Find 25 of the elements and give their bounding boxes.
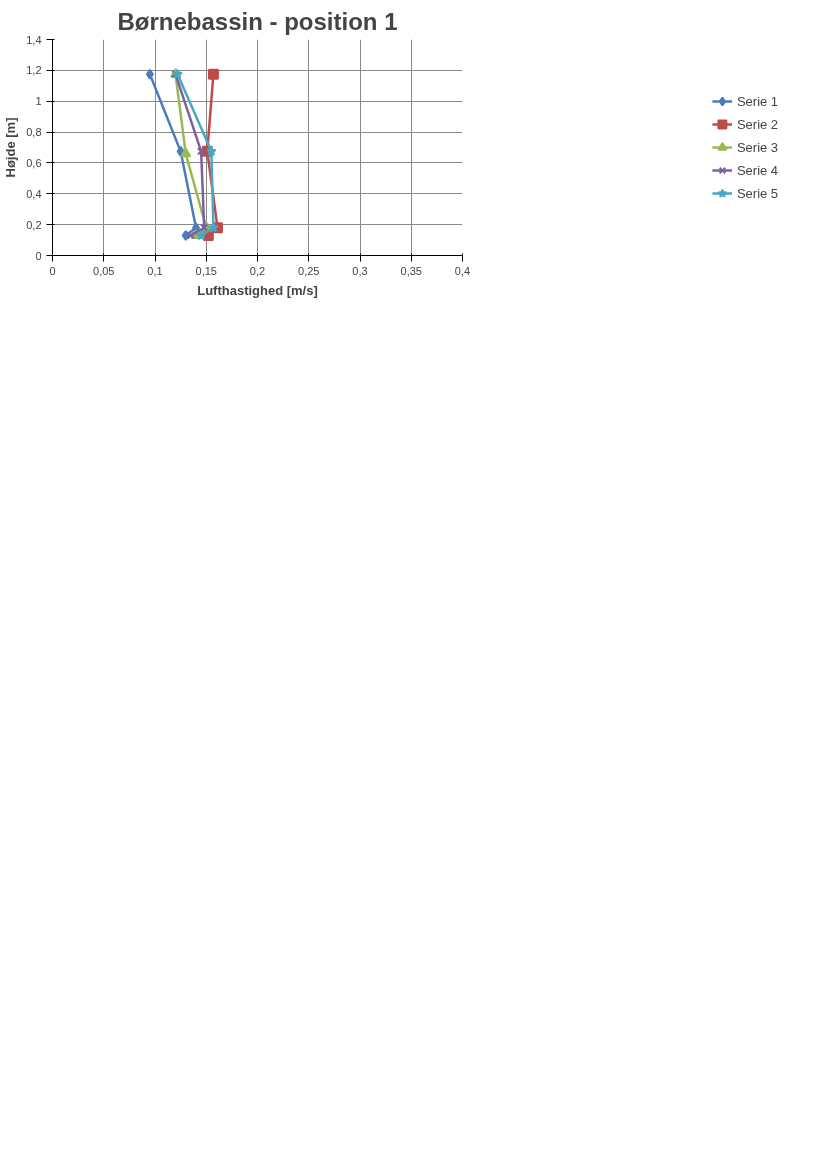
legend-label: Serie 4 [736, 162, 779, 178]
x-axis-title: Lufthastighed [m/s] [197, 282, 318, 298]
y-tick-label: 1 [35, 95, 42, 108]
x-tick-label: 0,3 [352, 264, 368, 277]
legend-label: Serie 1 [736, 93, 779, 109]
chart-title: Børnebassin - position 1 [117, 7, 398, 35]
legend-label: Serie 3 [736, 139, 779, 155]
y-tick-label: 0,8 [26, 126, 42, 139]
x-tick-label: 0,15 [195, 264, 217, 277]
y-tick-label: 1,4 [26, 33, 42, 46]
y-tick-label: 0,6 [26, 156, 42, 169]
x-tick-label: 0 [49, 264, 56, 277]
y-tick-label: 0 [35, 249, 42, 262]
x-tick-label: 0,05 [93, 264, 115, 277]
legend-label: Serie 5 [736, 185, 779, 201]
y-tick-label: 0,4 [26, 187, 42, 200]
x-tick-label: 0,25 [298, 264, 320, 277]
y-tick-label: 1,2 [26, 64, 42, 77]
legend-label: Serie 2 [736, 116, 779, 132]
x-tick-label: 0,1 [147, 264, 163, 277]
x-tick-label: 0,2 [249, 264, 266, 277]
x-tick-label: 0,4 [454, 264, 471, 277]
x-tick-label: 0,35 [400, 264, 422, 277]
y-axis-title: Højde [m] [3, 117, 19, 178]
y-tick-label: 0,2 [26, 218, 42, 231]
